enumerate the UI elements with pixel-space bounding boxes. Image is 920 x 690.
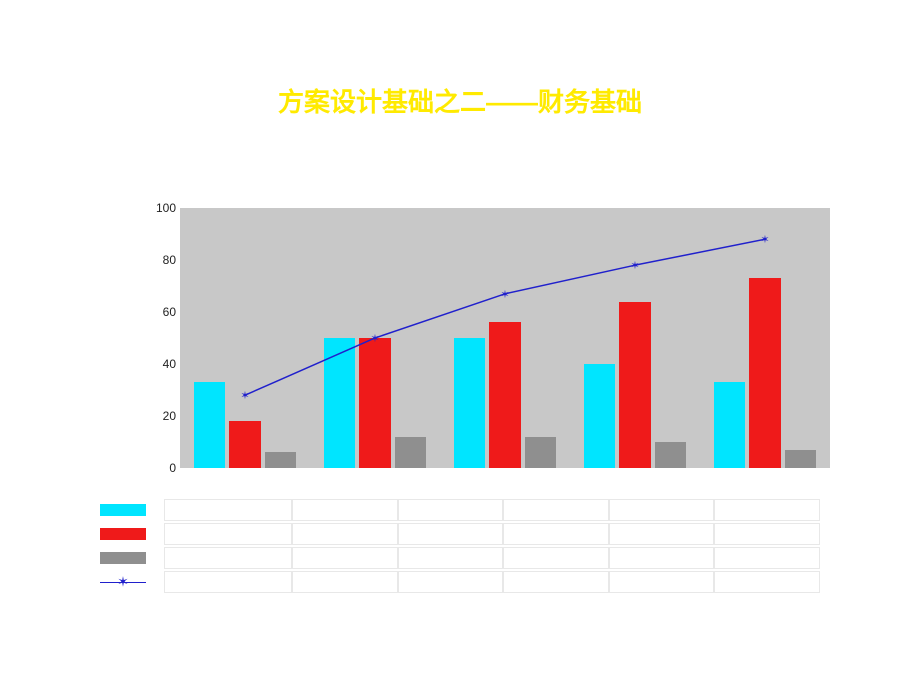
- legend-head: [164, 499, 292, 521]
- bar: [714, 382, 745, 468]
- legend-row: ✶: [100, 570, 820, 594]
- legend-cell: [714, 547, 820, 569]
- bar: [749, 278, 780, 468]
- legend-row: [100, 522, 820, 546]
- bar-group: [194, 208, 295, 468]
- legend-cell: [398, 571, 504, 593]
- legend-cell: [503, 523, 609, 545]
- legend-head: [164, 571, 292, 593]
- y-tick: 20: [163, 409, 176, 423]
- legend-swatch: [100, 504, 146, 516]
- legend-swatch: [100, 552, 146, 564]
- bar: [655, 442, 686, 468]
- bar: [584, 364, 615, 468]
- legend-cell: [609, 547, 715, 569]
- legend-swatch: [100, 528, 146, 540]
- legend-cell: [292, 499, 398, 521]
- bar: [324, 338, 355, 468]
- legend-cell: [292, 523, 398, 545]
- legend-cell: [609, 571, 715, 593]
- legend-cell: [609, 523, 715, 545]
- bar-group: [584, 208, 685, 468]
- legend-cell: [714, 499, 820, 521]
- y-axis: 020406080100: [130, 208, 180, 468]
- legend-cell: [398, 523, 504, 545]
- bar-group: [454, 208, 555, 468]
- bar: [265, 452, 296, 468]
- bar: [619, 302, 650, 468]
- bar: [489, 322, 520, 468]
- legend-line-icon: ✶: [100, 574, 146, 590]
- y-tick: 40: [163, 357, 176, 371]
- legend: ✶: [100, 498, 820, 594]
- bar: [359, 338, 390, 468]
- bar: [229, 421, 260, 468]
- bar-group: [714, 208, 815, 468]
- legend-cell: [503, 499, 609, 521]
- bar: [454, 338, 485, 468]
- page: 方案设计基础之二——财务基础 020406080100 ✶✶✶✶✶ ✶: [0, 0, 920, 690]
- y-tick: 100: [156, 201, 176, 215]
- legend-head: [164, 547, 292, 569]
- plot-area: [180, 208, 830, 468]
- legend-cell: [714, 571, 820, 593]
- page-title: 方案设计基础之二——财务基础: [0, 82, 920, 119]
- y-tick: 60: [163, 305, 176, 319]
- y-tick: 0: [169, 461, 176, 475]
- legend-cell: [398, 547, 504, 569]
- legend-cell: [292, 571, 398, 593]
- legend-cell: [292, 547, 398, 569]
- legend-cell: [503, 547, 609, 569]
- bar-group: [324, 208, 425, 468]
- chart: 020406080100 ✶✶✶✶✶: [130, 208, 830, 478]
- legend-cell: [609, 499, 715, 521]
- y-tick: 80: [163, 253, 176, 267]
- bar: [194, 382, 225, 468]
- legend-row: [100, 546, 820, 570]
- legend-cell: [714, 523, 820, 545]
- legend-cell: [398, 499, 504, 521]
- legend-cell: [503, 571, 609, 593]
- bar: [785, 450, 816, 468]
- legend-head: [164, 523, 292, 545]
- bar: [525, 437, 556, 468]
- bar: [395, 437, 426, 468]
- legend-row: [100, 498, 820, 522]
